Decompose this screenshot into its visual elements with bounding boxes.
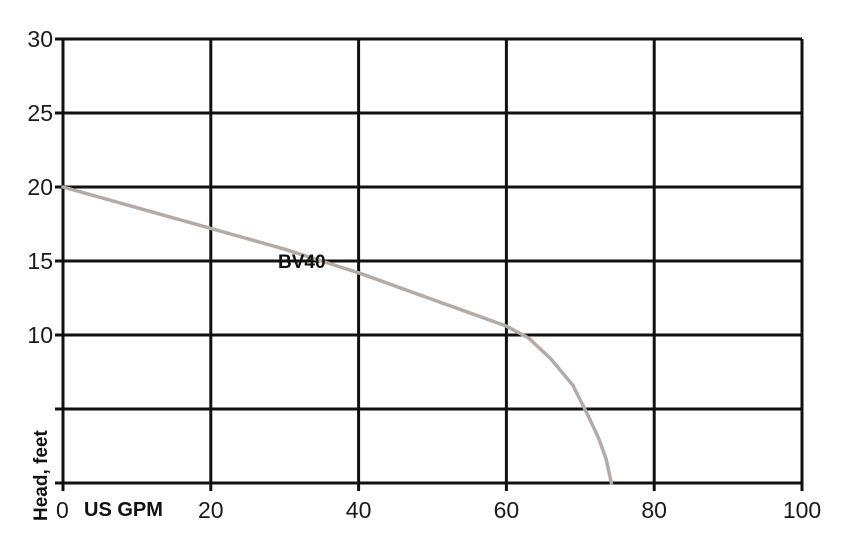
y-tick-label-10: 10: [27, 322, 53, 348]
y-tick-label-15: 15: [27, 248, 53, 274]
grid: [55, 37, 804, 491]
x-tick-label-100: 100: [783, 497, 821, 523]
y-tick-label-20: 20: [27, 174, 53, 200]
x-tick-label-80: 80: [641, 497, 667, 523]
x-tick-label-20: 20: [198, 497, 224, 523]
y-tick-label-30: 30: [27, 26, 53, 52]
y-tick-label-25: 25: [27, 100, 53, 126]
x-tick-label-60: 60: [494, 497, 520, 523]
x-tick-label-40: 40: [346, 497, 372, 523]
series-layer: [61, 185, 614, 485]
series-label-bv40: BV40: [278, 252, 326, 273]
y-axis-label: Head, feet: [31, 430, 52, 521]
x-axis-label: US GPM: [84, 499, 163, 521]
x-tick-label-0: 0: [56, 497, 69, 523]
series-line-bv40: [61, 185, 614, 485]
